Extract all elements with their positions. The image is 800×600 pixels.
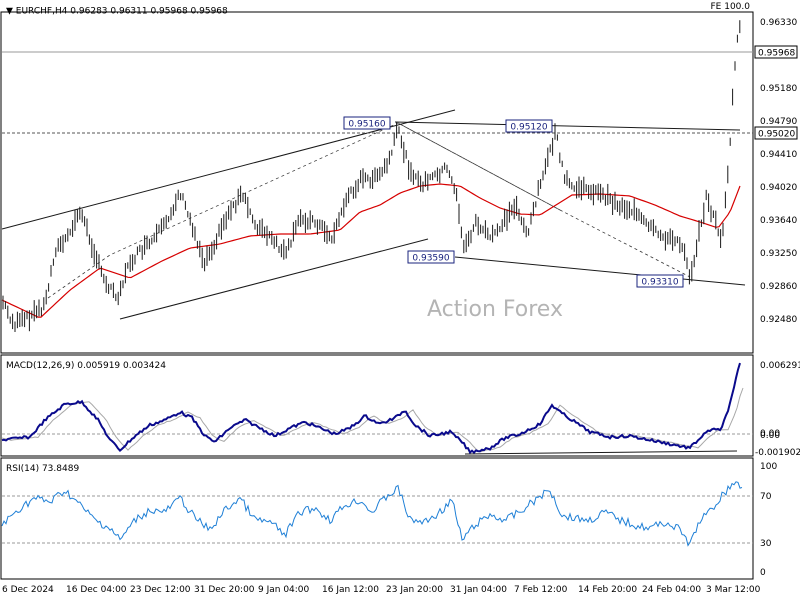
callout-text: 0.95160 [348, 120, 385, 130]
price-tag-text: 0.95968 [758, 49, 795, 59]
callout-text: 0.93590 [412, 254, 449, 264]
callout-095120: 0.95120 [505, 119, 553, 133]
callout-text: 0.93310 [641, 278, 678, 288]
x-axis: 6 Dec 2024 16 Dec 04:00 23 Dec 12:00 31 … [2, 585, 761, 595]
x-tick: 31 Jan 04:00 [450, 585, 507, 595]
main-panel: ▼ EURCHF,H4 0.96283 0.96311 0.95968 0.95… [0, 2, 798, 354]
y-tick: 0.00 [760, 431, 780, 441]
y-tick: 0.94410 [760, 150, 797, 160]
macd-panel: MACD(12,26,9) 0.005919 0.003424 0.006291… [0, 354, 800, 458]
y-tick: 0.00 [760, 429, 780, 439]
level-tag-box [754, 126, 798, 140]
main-panel-border [0, 11, 754, 354]
x-tick: 14 Feb 20:00 [578, 585, 637, 595]
rsi-label: RSI(14) 73.8489 [6, 464, 79, 474]
callout-093590: 0.93590 [407, 250, 455, 264]
fe-label: FE 100.0 [711, 2, 751, 12]
rsi-line [1, 481, 743, 547]
macd-y-axis: 0.006291 0.00 0.00 -0.001902 [755, 361, 800, 458]
callout-box [636, 274, 684, 288]
y-tick: 0.94020 [760, 183, 797, 193]
callout-box [505, 119, 553, 133]
x-tick: 16 Dec 04:00 [66, 585, 127, 595]
resistance-line [394, 121, 741, 131]
y-tick: 30 [760, 539, 772, 549]
x-tick: 9 Jan 04:00 [258, 585, 310, 595]
fibonacci-link [397, 122, 561, 211]
x-tick: 6 Dec 2024 [2, 585, 54, 595]
x-tick: 23 Dec 12:00 [130, 585, 191, 595]
y-tick: 70 [760, 492, 772, 502]
macd-panel-border [0, 354, 754, 457]
y-tick: 100 [760, 462, 777, 472]
rsi-panel-border [0, 457, 754, 580]
x-tick: 24 Feb 04:00 [642, 585, 701, 595]
price-tag-box [754, 45, 798, 59]
y-tick: 0.006291 [760, 361, 800, 371]
y-tick: 0.93250 [760, 249, 797, 259]
x-tick: 23 Jan 20:00 [386, 585, 443, 595]
y-tick: 0.92480 [760, 315, 797, 325]
channel-upper-line [1, 109, 456, 230]
macd-label: MACD(12,26,9) 0.005919 0.003424 [6, 361, 166, 371]
macd-support-line [464, 450, 738, 455]
callout-text: 0.95120 [510, 123, 547, 133]
level-tag-text: 0.95020 [758, 130, 795, 140]
main-y-axis: 0.96330 0.95180 0.94790 0.94410 0.94020 … [760, 18, 797, 325]
x-tick: 7 Feb 12:00 [514, 585, 568, 595]
x-tick: 3 Mar 12:00 [706, 585, 761, 595]
channel-lower-line [119, 238, 429, 320]
fibonacci-zigzag [47, 122, 691, 299]
y-tick: 0.93640 [760, 216, 797, 226]
support-line [454, 256, 746, 286]
current-price-tag: 0.95968 [754, 45, 798, 59]
macd-main-line [1, 362, 741, 455]
symbol-header: ▼ EURCHF,H4 0.96283 0.96311 0.95968 0.95… [6, 7, 228, 17]
rsi-panel: RSI(14) 73.8489 100 70 30 0 [0, 457, 777, 580]
callout-095160: 0.95160 [343, 116, 391, 130]
y-tick: 0.94790 [760, 117, 797, 127]
watermark: Action Forex [427, 297, 563, 322]
price-bars [2, 20, 741, 332]
y-tick: 0.92860 [760, 282, 797, 292]
level-tag: 0.95020 [754, 126, 798, 140]
rsi-y-axis: 100 70 30 0 [760, 462, 777, 578]
x-tick: 31 Dec 20:00 [194, 585, 255, 595]
callout-box [343, 116, 391, 130]
callout-box [407, 250, 455, 264]
y-tick: 0.95180 [760, 84, 797, 94]
x-tick: 16 Jan 12:00 [322, 585, 379, 595]
y-tick: -0.001902 [755, 448, 800, 458]
y-tick: 0 [760, 568, 766, 578]
y-tick: 0.96330 [760, 18, 797, 28]
callout-093310: 0.93310 [636, 274, 684, 288]
